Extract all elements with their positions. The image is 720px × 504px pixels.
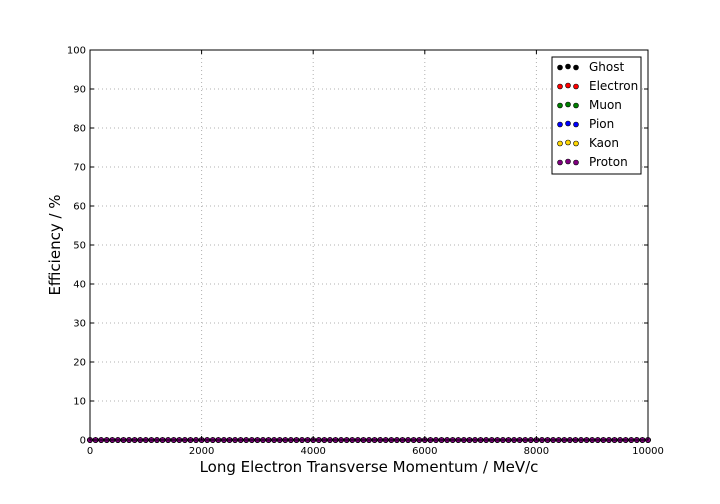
legend-marker-muon <box>557 102 563 109</box>
legend-marker-ghost <box>557 64 563 71</box>
legend-label-proton: Proton <box>589 155 628 169</box>
y-tick-label: 90 <box>73 85 86 96</box>
y-tick-label: 20 <box>73 358 86 369</box>
legend-marker-electron <box>557 83 563 90</box>
legend-marker-kaon <box>573 140 579 147</box>
legend-marker-pion <box>557 121 563 128</box>
legend-marker-proton <box>557 159 563 166</box>
y-tick-label: 0 <box>80 436 86 447</box>
legend-marker-pion <box>565 120 571 127</box>
x-tick-label: 6000 <box>412 446 437 457</box>
legend-marker-ghost <box>565 63 571 70</box>
x-axis-title: Long Electron Transverse Momentum / MeV/… <box>200 458 539 476</box>
y-tick-label: 50 <box>73 241 86 252</box>
legend-label-kaon: Kaon <box>589 136 619 150</box>
legend-marker-pion <box>573 121 579 128</box>
legend-marker-ghost <box>573 64 579 71</box>
legend-marker-electron <box>565 82 571 89</box>
x-tick-label: 8000 <box>524 446 549 457</box>
legend-marker-muon <box>565 101 571 108</box>
legend-label-muon: Muon <box>589 98 622 112</box>
legend-marker-electron <box>573 83 579 90</box>
y-tick-label: 40 <box>73 280 86 291</box>
legend-box <box>551 56 642 175</box>
x-tick-label: 4000 <box>300 446 325 457</box>
legend-marker-muon <box>573 102 579 109</box>
x-tick-label: 0 <box>87 446 93 457</box>
legend-label-electron: Electron <box>589 79 638 93</box>
y-tick-label: 60 <box>73 202 86 213</box>
y-axis-title: Efficiency / % <box>46 194 64 295</box>
y-tick-label: 80 <box>73 124 86 135</box>
legend-marker-kaon <box>565 139 571 146</box>
axis-ticks: 0 2000 4000 6000 8000 10000 0 10 20 30 40 50 60 70 80 9… <box>67 46 664 458</box>
legend-marker-proton <box>573 159 579 166</box>
y-tick-label: 30 <box>73 319 86 330</box>
y-tick-label: 10 <box>73 397 86 408</box>
legend-marker-kaon <box>557 140 563 147</box>
y-tick-label: 100 <box>67 46 86 57</box>
legend: Ghost Electron Muon Pion Kaon Proton <box>551 56 642 175</box>
x-tick-label: 10000 <box>632 446 664 457</box>
legend-label-pion: Pion <box>589 117 614 131</box>
x-tick-label: 2000 <box>189 446 214 457</box>
legend-marker-proton <box>565 158 571 165</box>
y-tick-label: 70 <box>73 163 86 174</box>
legend-label-ghost: Ghost <box>589 60 624 74</box>
